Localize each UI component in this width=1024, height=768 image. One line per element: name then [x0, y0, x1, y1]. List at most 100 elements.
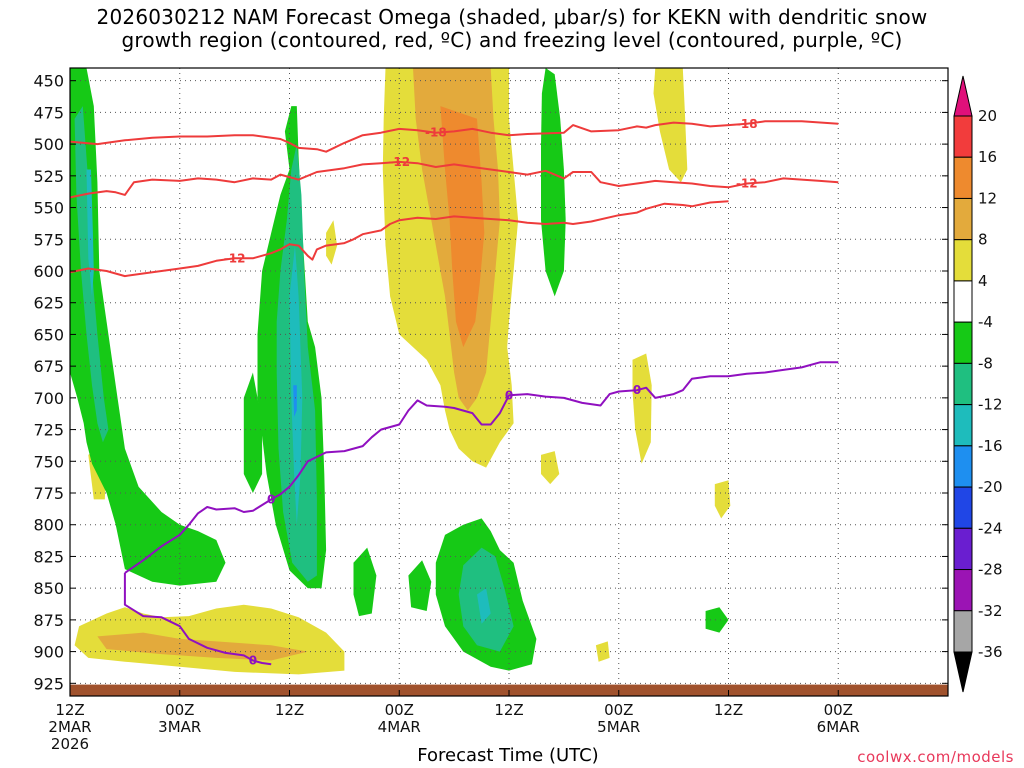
colorbar-bin-1: [953, 156, 973, 199]
x-tick-label-60-0: 00Z: [604, 701, 633, 719]
chart-title-line-2: growth region (contoured, red, ºC) and f…: [121, 28, 903, 52]
ascent-small-patch-c: [705, 607, 729, 633]
y-tick-label-600: 600: [33, 262, 64, 281]
x-tick-label-84-1: 6MAR: [817, 718, 860, 736]
contour-label-2: -12: [388, 155, 410, 169]
y-tick-label-700: 700: [33, 389, 64, 408]
y-tick-label-475: 475: [33, 103, 64, 122]
x-tick-label-36-0: 00Z: [385, 701, 414, 719]
y-tick-label-500: 500: [33, 135, 64, 154]
x-tick-label-0-1: 2MAR: [48, 718, 91, 736]
ascent-column-day1-core: [289, 245, 303, 525]
contour-label-3: -12: [736, 176, 758, 190]
colorbar-label-9: -20: [978, 478, 1003, 496]
colorbar-label-5: -4: [978, 313, 993, 331]
contour-label-7: 0: [633, 383, 641, 397]
y-tick-label-800: 800: [33, 516, 64, 535]
x-tick-label-0-0: 12Z: [55, 701, 84, 719]
colorbar-label-1: 16: [978, 148, 997, 166]
ascent-column-right: [541, 68, 566, 297]
colorbar-label-3: 8: [978, 231, 988, 249]
colorbar-bin-0: [953, 115, 973, 158]
contour-1: [70, 160, 839, 199]
contour-2: [70, 200, 729, 278]
y-tick-label-625: 625: [33, 294, 64, 313]
colorbar-bottom-arrow: [953, 651, 973, 693]
x-tick-label-12-1: 3MAR: [158, 718, 201, 736]
colorbar: 20 16 12 8 4 -4 -8 -12 -16 -20 -24 -28 -32 -36: [953, 75, 1003, 693]
colorbar-bin-12: [953, 610, 973, 653]
y-tick-label-725: 725: [33, 421, 64, 440]
chart-title-line-1: 2026030212 NAM Forecast Omega (shaded, μ…: [96, 5, 928, 29]
colorbar-label-8: -16: [978, 437, 1003, 455]
colorbar-bin-5: [953, 321, 973, 364]
colorbar-bin-4: [953, 280, 973, 323]
ascent-small-patch-b: [408, 560, 432, 611]
colorbar-bin-10: [953, 527, 973, 571]
contour-lines: -18 -18 -12 -12 -12 0 0 0 0: [70, 117, 839, 667]
y-tick-label-675: 675: [33, 357, 64, 376]
colorbar-label-7: -12: [978, 396, 1003, 414]
x-tick-label-0-2: 2026: [51, 735, 89, 753]
colorbar-top-arrow: [953, 75, 973, 117]
x-tick-label-60-1: 5MAR: [597, 718, 640, 736]
credit-text: coolwx.com/models: [857, 748, 1014, 766]
contour-label-8: 0: [249, 653, 257, 667]
x-axis-title: Forecast Time (UTC): [417, 745, 599, 766]
descent-patch-e: [326, 220, 338, 265]
y-tick-label-900: 900: [33, 643, 64, 662]
contour-label-6: 0: [505, 388, 513, 402]
x-tick-label-72-0: 12Z: [714, 701, 743, 719]
colorbar-bin-8: [953, 445, 973, 488]
ascent-column-day1-peak: [293, 385, 297, 417]
x-tick-label-84-0: 00Z: [824, 701, 853, 719]
y-axis-ticks: 450 475 500 525 550 575 600 625 650 675 700 725 750 7…: [33, 72, 948, 693]
contour-3: [124, 361, 839, 574]
colorbar-bin-7: [953, 404, 973, 447]
colorbar-bin-6: [953, 362, 973, 406]
colorbar-label-6: -8: [978, 354, 993, 372]
y-tick-label-450: 450: [33, 72, 64, 91]
colorbar-label-2: 12: [978, 189, 997, 207]
descent-patch-f: [595, 641, 610, 662]
y-tick-label-750: 750: [33, 452, 64, 471]
colorbar-bin-9: [953, 486, 973, 529]
y-tick-label-775: 775: [33, 484, 64, 503]
x-tick-label-48-0: 12Z: [494, 701, 523, 719]
ascent-patch-lower-middle-core: [477, 588, 491, 624]
colorbar-bin-2: [953, 197, 973, 241]
colorbar-label-0: 20: [978, 107, 997, 125]
contour-label-5: 0: [267, 492, 275, 506]
contour-4: [123, 572, 272, 666]
x-tick-label-12-0: 00Z: [165, 701, 194, 719]
descent-column-right: [653, 68, 688, 183]
contour-label-0: -18: [425, 126, 447, 140]
colorbar-label-12: -32: [978, 602, 1003, 620]
y-tick-label-525: 525: [33, 167, 64, 186]
ascent-small-patch-a: [353, 547, 377, 617]
y-tick-label-650: 650: [33, 325, 64, 344]
y-tick-label-875: 875: [33, 611, 64, 630]
y-tick-label-825: 825: [33, 547, 64, 566]
ascent-patch-day1-left: [243, 372, 263, 493]
descent-patch-c: [632, 353, 652, 464]
chart-title: 2026030212 NAM Forecast Omega (shaded, μ…: [0, 6, 1024, 52]
colorbar-label-13: -36: [978, 643, 1003, 661]
colorbar-bin-3: [953, 239, 973, 282]
y-tick-label-925: 925: [33, 674, 64, 693]
contour-label-1: -18: [736, 117, 758, 131]
descent-patch-b: [541, 451, 560, 485]
contour-label-4: -12: [224, 251, 246, 265]
y-tick-label-575: 575: [33, 230, 64, 249]
y-tick-label-850: 850: [33, 579, 64, 598]
colorbar-label-4: 4: [978, 272, 988, 290]
contour-0: [70, 120, 839, 153]
x-tick-label-36-1: 4MAR: [378, 718, 421, 736]
ascent-strip-left-outer: [70, 68, 226, 586]
ascent-strip-left-core: [86, 169, 94, 297]
y-tick-label-550: 550: [33, 199, 64, 218]
colorbar-label-11: -28: [978, 561, 1003, 579]
colorbar-bin-11: [953, 569, 973, 612]
